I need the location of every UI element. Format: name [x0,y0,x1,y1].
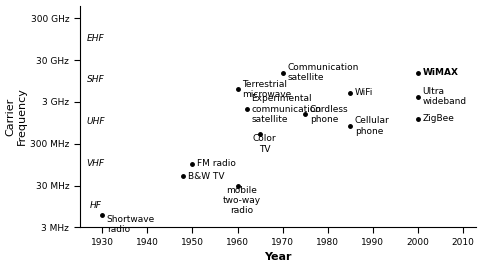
Text: Communication
satellite: Communication satellite [287,63,359,82]
Text: Shortwave
radio: Shortwave radio [107,215,155,234]
Text: Cellular
phone: Cellular phone [355,116,389,136]
Text: UHF: UHF [86,117,105,126]
Text: ZigBee: ZigBee [422,114,454,123]
Text: WiMAX: WiMAX [422,68,458,77]
Text: SHF: SHF [87,76,104,84]
Text: VHF: VHF [86,159,105,168]
Text: Experimental
communication
satellite: Experimental communication satellite [251,94,321,124]
Text: Color
TV: Color TV [253,135,276,154]
Text: Cordless
phone: Cordless phone [309,105,348,124]
Y-axis label: Carrier
Frequency: Carrier Frequency [6,88,27,146]
Text: Ultra
wideband: Ultra wideband [422,87,467,106]
X-axis label: Year: Year [264,252,292,262]
Text: Terrestrial
microwave: Terrestrial microwave [242,80,291,99]
Text: HF: HF [90,201,101,210]
Text: FM radio: FM radio [197,159,236,168]
Text: mobile
two-way
radio: mobile two-way radio [223,186,261,215]
Text: B&W TV: B&W TV [188,172,225,181]
Text: WiFi: WiFi [355,88,373,97]
Text: EHF: EHF [87,34,104,43]
